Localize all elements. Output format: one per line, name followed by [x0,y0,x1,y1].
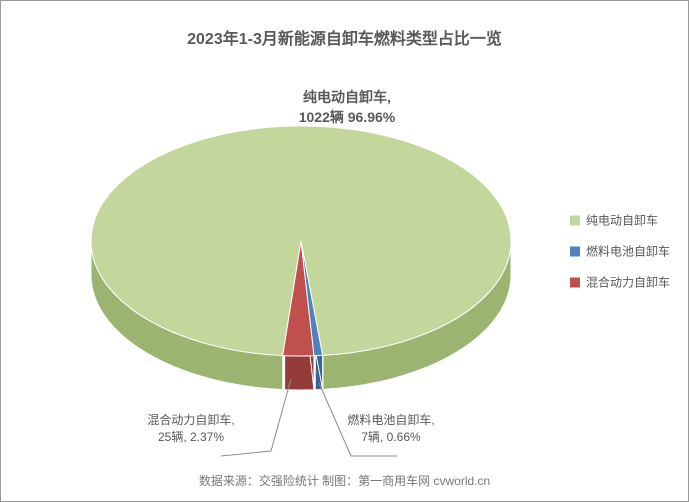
legend-label-fuelcell: 燃料电池自卸车 [586,243,670,260]
data-label-fuelcell: 燃料电池自卸车, 7辆, 0.66% [331,411,451,445]
data-label-fuelcell-line1: 燃料电池自卸车, [331,411,451,428]
data-label-fuelcell-line2: 7辆, 0.66% [331,428,451,445]
legend-label-hybrid: 混合动力自卸车 [586,274,670,291]
data-label-hybrid-line2: 25辆, 2.37% [131,428,251,445]
data-label-hybrid: 混合动力自卸车, 25辆, 2.37% [131,411,251,445]
legend-swatch-electric [570,215,580,225]
chart-title: 2023年1-3月新能源自卸车燃料类型占比一览 [187,25,502,49]
data-label-electric-line1: 纯电动自卸车, [247,87,447,107]
data-label-electric: 纯电动自卸车, 1022辆 96.96% [247,87,447,127]
legend-label-electric: 纯电动自卸车 [586,212,658,229]
data-label-hybrid-line1: 混合动力自卸车, [131,411,251,428]
pie-chart-svg [31,71,571,471]
chart-frame: 2023年1-3月新能源自卸车燃料类型占比一览 纯电动自卸车, 1022辆 96… [0,0,689,502]
legend-swatch-hybrid [570,277,580,287]
legend-item-fuelcell: 燃料电池自卸车 [570,243,670,260]
legend-item-electric: 纯电动自卸车 [570,212,670,229]
legend-item-hybrid: 混合动力自卸车 [570,274,670,291]
data-label-electric-line2: 1022辆 96.96% [247,107,447,127]
legend-swatch-fuelcell [570,246,580,256]
legend: 纯电动自卸车 燃料电池自卸车 混合动力自卸车 [570,212,670,291]
pie-chart-area [31,71,531,451]
source-attribution: 数据来源：交强险统计 制图：第一商用车网 cvworld.cn [199,472,490,489]
